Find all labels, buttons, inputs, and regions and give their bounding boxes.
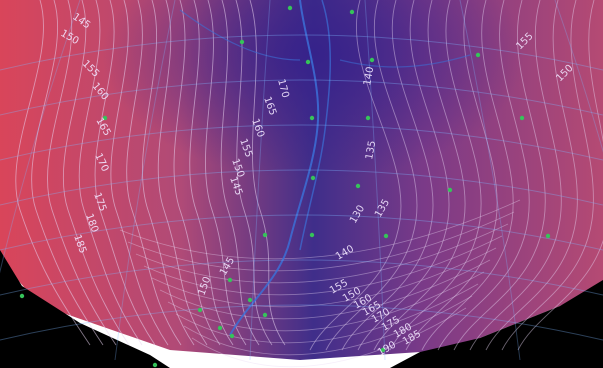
grid-line (114, 0, 176, 361)
contour-label: 140 (362, 66, 376, 87)
contour-line (501, 0, 594, 351)
marker-dot (305, 59, 311, 65)
contour-line (142, 0, 195, 346)
grid-line (0, 169, 603, 206)
marker-dot (349, 9, 355, 15)
contour-line (453, 0, 546, 351)
marker-dot (309, 232, 315, 238)
contour-line (485, 0, 578, 351)
contour-line (309, 0, 402, 351)
contour-label: 170 (275, 78, 291, 99)
grid-line (0, 34, 603, 71)
marker-dot (19, 293, 25, 299)
marker-dots (19, 5, 551, 368)
contour-label: 135 (364, 140, 378, 161)
contour-line (341, 0, 434, 351)
marker-dot (152, 362, 158, 368)
void-left (0, 250, 170, 368)
marker-dot (227, 277, 233, 283)
contour-line (437, 0, 530, 351)
grid-line (554, 0, 603, 153)
contour-line (173, 0, 221, 346)
contour-line (235, 0, 273, 346)
contour-line (205, 0, 247, 346)
contour-line (389, 0, 482, 351)
grid-line (0, 0, 81, 274)
cool-region (0, 0, 603, 360)
marker-dot (102, 115, 108, 121)
marker-dot (545, 233, 551, 239)
contour-line (143, 235, 503, 296)
marker-dot (447, 187, 453, 193)
marker-dot (262, 232, 268, 238)
marker-dot (247, 297, 253, 303)
contour-line (517, 0, 603, 351)
marker-dot (475, 52, 481, 58)
contour-line (405, 0, 498, 351)
void-right (390, 280, 603, 368)
marker-dot (309, 115, 315, 121)
grid-line (459, 0, 521, 361)
marker-dot (287, 5, 293, 11)
contour-line (135, 223, 509, 284)
contour-line (469, 0, 562, 351)
marker-dot (380, 347, 386, 353)
marker-dot (369, 57, 375, 63)
grid-line (249, 0, 271, 361)
marker-dot (383, 233, 389, 239)
contour-line (357, 0, 450, 351)
contour-line (94, 0, 156, 346)
contour-line (249, 0, 286, 346)
marker-dot (239, 39, 245, 45)
contour-line (110, 0, 169, 346)
grid-line (0, 304, 603, 341)
contour-line (159, 259, 491, 320)
contour-line (15, 0, 91, 346)
contour-line (325, 0, 418, 351)
contour-line (126, 0, 182, 346)
grid-line (364, 0, 386, 361)
contour-line (220, 0, 260, 346)
contour-line (167, 271, 485, 332)
contour-line (62, 0, 130, 346)
grid-line (0, 79, 603, 116)
ridge-line (299, 0, 331, 251)
marker-dot (365, 115, 371, 121)
grid-line (0, 124, 603, 161)
marker-dot (355, 183, 361, 189)
contour-line (189, 0, 234, 346)
marker-dot (262, 312, 268, 318)
contour-line (127, 211, 515, 272)
marker-dot (229, 333, 235, 339)
ridge-line (339, 54, 471, 68)
contour-line (151, 247, 497, 308)
contour-line (175, 283, 479, 344)
contour-line (119, 199, 521, 260)
contour-line (191, 307, 467, 368)
ridge-lines (179, 0, 471, 336)
grid-line (0, 259, 603, 296)
contour-line (78, 0, 143, 346)
grid-line (0, 214, 603, 251)
contour-line (157, 0, 208, 346)
contour-line (31, 0, 104, 346)
contour-line (47, 0, 117, 346)
marker-dot (519, 115, 525, 121)
contour-line (421, 0, 514, 351)
ridge-line (229, 0, 320, 336)
contour-lines (15, 0, 603, 368)
marker-dot (197, 307, 203, 313)
marker-dot (217, 325, 223, 331)
contour-line (183, 295, 473, 356)
marker-dot (310, 175, 316, 181)
ridge-line (179, 9, 301, 61)
